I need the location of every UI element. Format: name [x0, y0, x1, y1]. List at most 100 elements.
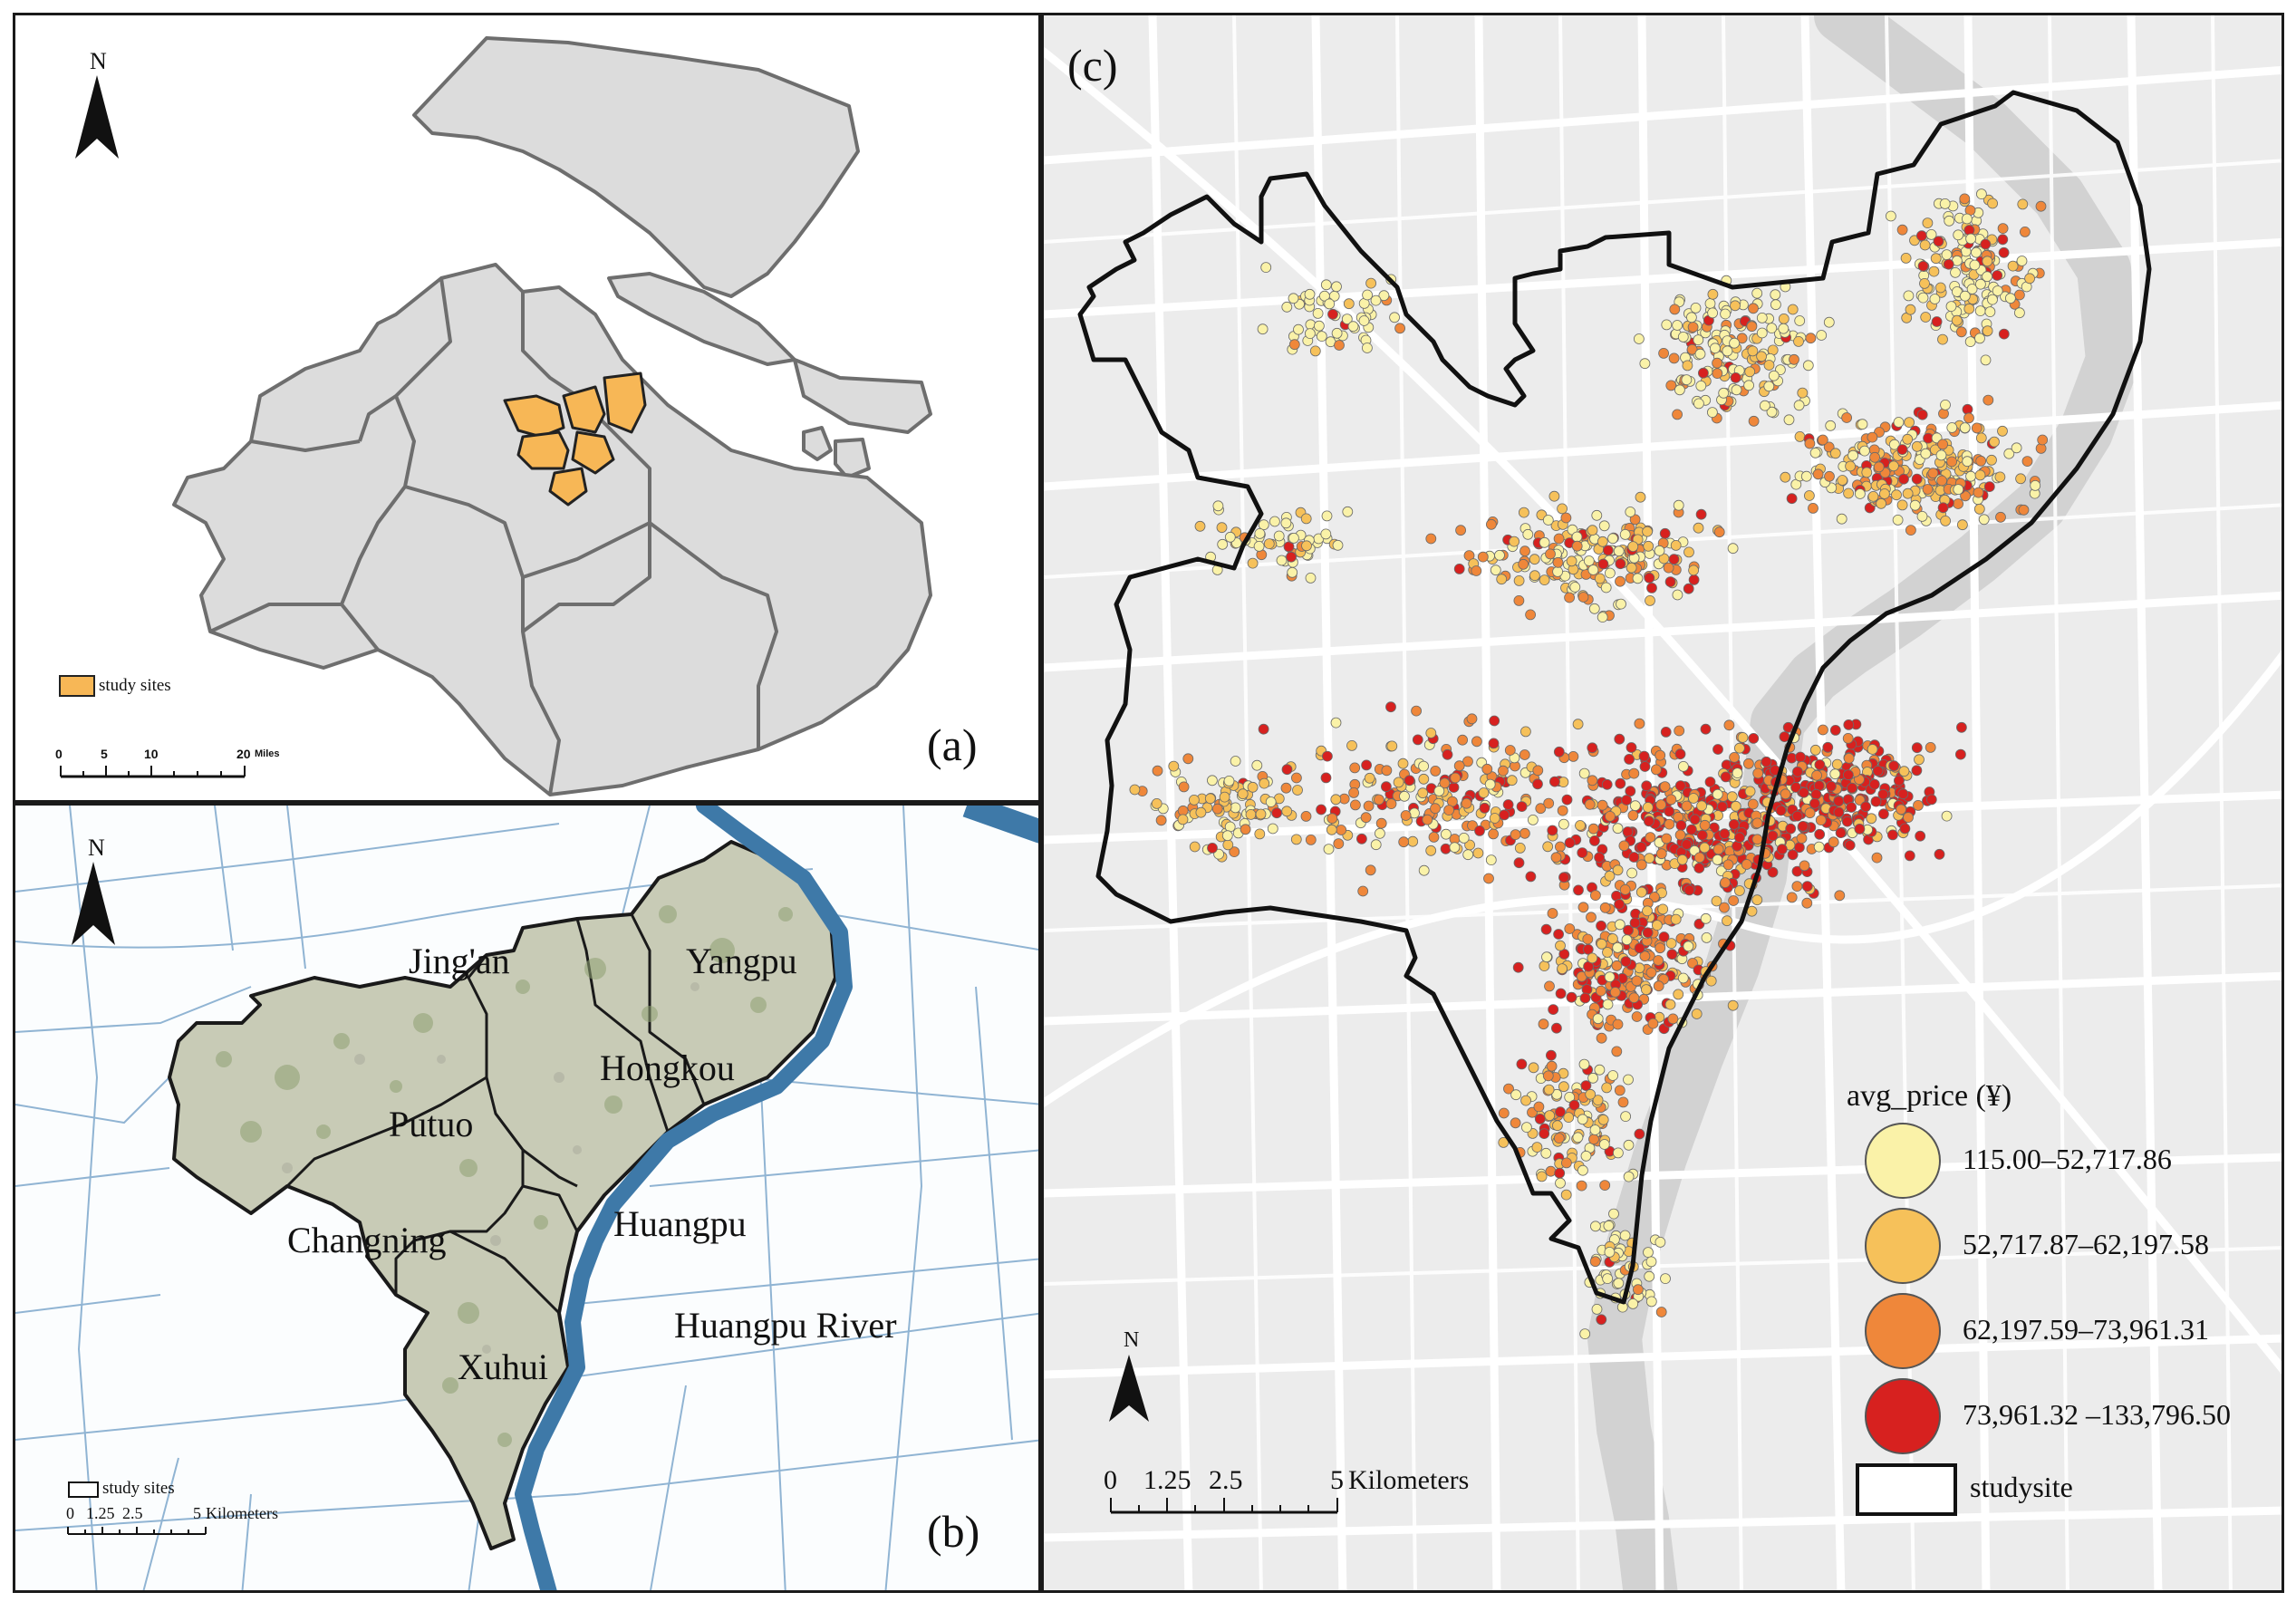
price-point — [1560, 1189, 1572, 1201]
price-point — [1825, 420, 1837, 431]
price-point — [1404, 775, 1415, 787]
price-point — [1959, 290, 1971, 302]
price-point — [1833, 796, 1845, 807]
price-point — [1607, 1070, 1618, 1081]
price-point — [1687, 958, 1698, 969]
price-point — [1521, 1122, 1532, 1133]
price-point — [1478, 787, 1490, 798]
price-point — [1786, 892, 1798, 903]
price-point — [1673, 499, 1684, 511]
legend-studysite-label: studysite — [1970, 1471, 2073, 1503]
price-point — [2037, 434, 2049, 446]
scale-tick-2-5: 2.5 — [1209, 1465, 1243, 1495]
price-point — [1683, 546, 1694, 558]
price-point — [1916, 409, 1928, 420]
price-point — [1790, 782, 1801, 793]
price-point — [1927, 468, 1939, 479]
price-point — [1575, 820, 1586, 831]
price-point — [1455, 525, 1467, 536]
price-point — [1204, 793, 1216, 805]
price-point — [1259, 777, 1270, 789]
price-point — [1818, 724, 1828, 736]
price-point — [1461, 797, 1472, 809]
price-point — [1646, 583, 1657, 594]
price-point — [1674, 829, 1686, 841]
price-point — [1888, 460, 1899, 472]
price-point — [1544, 980, 1555, 992]
price-point — [1860, 801, 1871, 813]
price-point — [1814, 828, 1826, 840]
price-point — [1510, 1117, 1521, 1129]
price-point — [1953, 484, 1964, 495]
price-point — [1641, 984, 1652, 995]
price-point — [1887, 829, 1898, 841]
price-point — [1347, 321, 1359, 333]
price-point — [1791, 881, 1803, 892]
price-point — [1592, 1013, 1604, 1025]
price-point — [1998, 328, 2010, 340]
scale-bar — [1110, 1498, 1338, 1514]
price-point — [1776, 844, 1788, 855]
price-point — [1290, 772, 1302, 784]
price-point — [1510, 1089, 1521, 1101]
price-point — [1316, 804, 1327, 815]
price-point — [1569, 582, 1581, 593]
price-point — [1602, 947, 1613, 958]
scale-unit: Kilometers — [1348, 1465, 1470, 1495]
price-point — [1247, 781, 1259, 793]
price-point — [1659, 527, 1671, 539]
price-point — [1622, 826, 1634, 837]
price-point — [1547, 825, 1558, 836]
price-point — [1591, 1304, 1603, 1315]
price-point — [1219, 791, 1230, 803]
price-point — [1634, 333, 1645, 344]
price-point — [1963, 225, 1975, 236]
price-point — [1834, 890, 1846, 902]
price-point — [1614, 1085, 1626, 1096]
price-point — [1555, 940, 1566, 951]
studysite-boundary — [1077, 90, 2152, 1305]
price-point — [1631, 975, 1643, 987]
price-point — [1751, 834, 1763, 845]
price-point — [1969, 259, 1981, 271]
price-point — [1953, 229, 1964, 241]
price-point — [1519, 827, 1530, 839]
price-point — [2030, 480, 2041, 491]
price-point — [1549, 776, 1560, 787]
price-point — [1919, 239, 1931, 251]
price-point — [1129, 784, 1141, 796]
price-point — [2007, 260, 2019, 272]
price-point — [1155, 815, 1167, 826]
price-point — [1516, 1058, 1528, 1070]
price-point — [1625, 507, 1636, 517]
price-point — [1611, 960, 1623, 971]
price-point — [1477, 551, 1489, 563]
price-point — [1318, 290, 1330, 302]
price-point — [1612, 942, 1624, 953]
price-point — [1579, 1328, 1591, 1339]
panel-b-district-map: N Jing'an Yangpu Hongkou Putuo Changning… — [13, 803, 1041, 1593]
price-point — [1707, 407, 1718, 419]
price-point — [1457, 734, 1469, 746]
price-point — [1869, 451, 1880, 463]
price-point — [2014, 289, 2025, 301]
price-point — [1448, 782, 1460, 793]
price-point — [1394, 323, 1406, 334]
price-point — [1632, 573, 1644, 584]
price-point — [1696, 829, 1708, 841]
price-point — [1962, 213, 1973, 225]
price-point — [1489, 715, 1500, 727]
price-point — [1358, 315, 1370, 326]
price-point — [1629, 514, 1641, 526]
price-point — [1959, 422, 1971, 434]
price-point — [2011, 442, 2022, 454]
price-point — [1953, 498, 1963, 509]
price-point — [1690, 302, 1702, 314]
price-point — [1913, 800, 1924, 811]
price-point — [1602, 999, 1614, 1010]
price-point — [1978, 514, 1990, 526]
price-point — [1385, 701, 1396, 713]
price-point — [1529, 570, 1540, 582]
price-point — [1793, 400, 1805, 411]
north-letter: N — [90, 48, 107, 74]
